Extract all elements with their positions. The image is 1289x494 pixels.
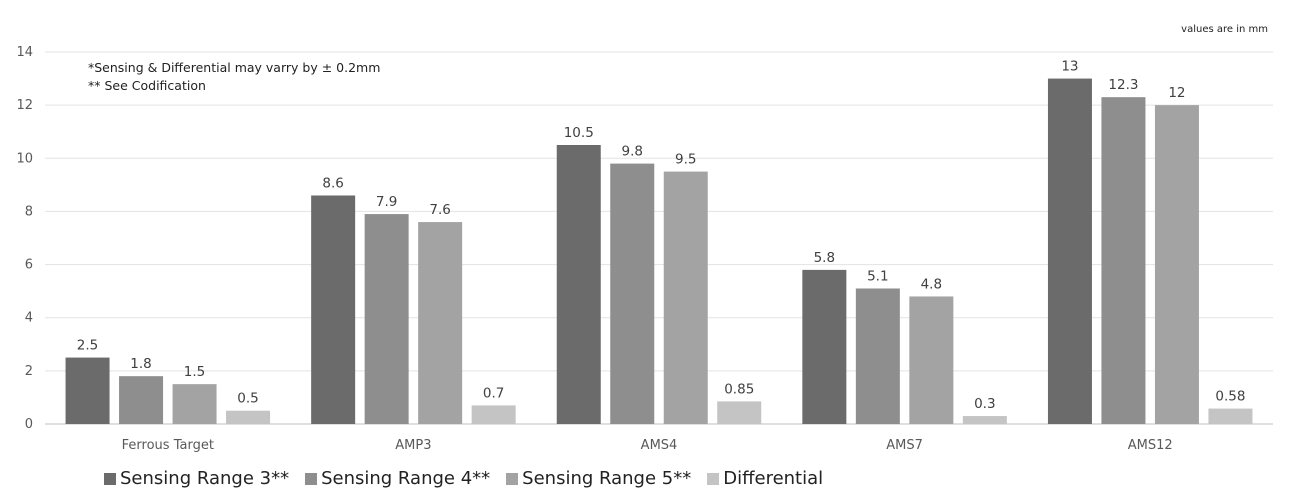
- bar: [1154, 105, 1199, 425]
- legend-item: Sensing Range 4**: [305, 468, 490, 489]
- y-tick-label: 0: [25, 417, 33, 432]
- legend-swatch: [707, 472, 720, 485]
- data-label: 0.7: [483, 385, 504, 401]
- y-tick-label: 4: [25, 311, 33, 326]
- bars: [65, 78, 1253, 425]
- data-label: 0.3: [974, 396, 995, 412]
- bar: [311, 195, 356, 424]
- data-label: 1.8: [130, 356, 151, 372]
- legend-swatch: [104, 472, 116, 485]
- bar: [226, 410, 271, 424]
- bar: [717, 401, 762, 424]
- data-label: 5.8: [814, 250, 835, 266]
- x-axis-categories: Ferrous Target AMP3 AMS4 AMS7 AMS12: [122, 438, 1173, 453]
- y-tick-label: 10: [16, 151, 33, 166]
- data-label: 4.8: [921, 276, 942, 292]
- legend-item: Sensing Range 3**: [104, 468, 289, 489]
- data-label: 7.6: [429, 202, 450, 218]
- legend-label: Differential: [723, 468, 824, 489]
- data-label: 12.3: [1108, 77, 1138, 93]
- x-category-label: AMS12: [1128, 438, 1173, 453]
- data-label: 0.85: [724, 381, 754, 397]
- legend-label: Sensing Range 5**: [522, 468, 692, 489]
- data-label: 5.1: [867, 268, 888, 284]
- legend: Sensing Range 3** Sensing Range 4** Sensin…: [104, 468, 839, 489]
- data-label: 10.5: [564, 125, 594, 141]
- data-label: 9.8: [622, 144, 643, 160]
- bar: [364, 214, 409, 424]
- data-label: 8.6: [322, 175, 343, 191]
- legend-swatch: [305, 472, 318, 485]
- data-label: 12: [1168, 85, 1185, 101]
- legend-item: Differential: [707, 468, 823, 489]
- y-tick-label: 2: [25, 364, 33, 379]
- data-label: 0.58: [1215, 389, 1245, 405]
- data-label: 13: [1061, 59, 1078, 75]
- data-label: 0.5: [237, 391, 258, 407]
- note-tolerance: *Sensing & Differential may varry by ± 0…: [88, 60, 381, 75]
- x-category-label: AMS7: [886, 438, 923, 453]
- bar: [418, 222, 463, 424]
- bar: [119, 376, 164, 424]
- data-label: 1.5: [184, 364, 205, 380]
- bar: [172, 384, 217, 424]
- x-category-label: AMS4: [641, 438, 678, 453]
- data-label: 7.9: [376, 194, 397, 210]
- bar: [65, 357, 110, 424]
- bar: [1047, 78, 1092, 425]
- data-label: 9.5: [675, 152, 696, 168]
- grid-lines: [45, 51, 1273, 425]
- bar: [663, 171, 708, 424]
- bar: [1101, 97, 1146, 425]
- bar: [909, 296, 954, 424]
- y-tick-label: 8: [25, 204, 33, 219]
- legend-label: Sensing Range 3**: [120, 468, 290, 489]
- data-labels: 2.5 1.8 1.5 0.5 8.6 7.9 7.6 0.7 10.5 9.8 9.5 0.85 5.…: [77, 59, 1246, 412]
- note-codification: ** See Codification: [88, 78, 206, 93]
- data-label: 2.5: [77, 338, 98, 354]
- y-tick-label: 14: [16, 45, 33, 60]
- bar: [556, 145, 601, 424]
- bar: [802, 269, 847, 424]
- units-note: values are in mm: [1181, 24, 1268, 35]
- y-tick-label: 6: [25, 258, 33, 273]
- legend-item: Sensing Range 5**: [506, 468, 691, 489]
- y-tick-label: 12: [16, 98, 33, 113]
- y-axis-ticks: 0 2 4 6 8 10 12 14: [16, 45, 33, 432]
- bar: [610, 163, 655, 424]
- x-category-label: Ferrous Target: [122, 438, 214, 453]
- bar: [855, 288, 900, 424]
- bar: [471, 405, 516, 424]
- bar: [1208, 408, 1253, 424]
- legend-swatch: [506, 472, 519, 485]
- legend-label: Sensing Range 4**: [321, 468, 491, 489]
- x-category-label: AMP3: [395, 438, 431, 453]
- bar: [962, 416, 1007, 424]
